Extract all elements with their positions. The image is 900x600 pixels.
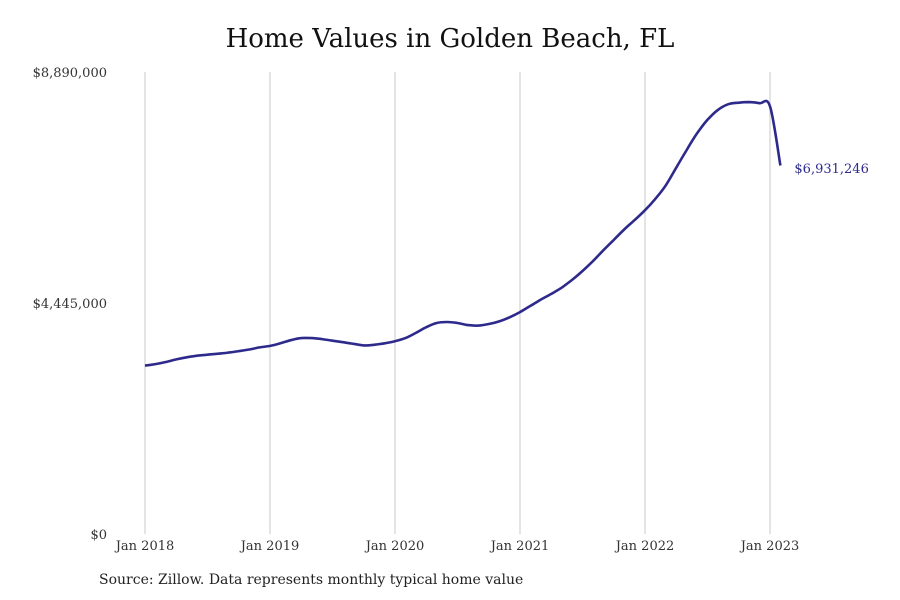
data-point	[301, 337, 303, 339]
data-point	[436, 322, 438, 324]
y-axis-labels: $0 $4,445,000 $8,890,000	[33, 66, 107, 543]
x-axis-labels: Jan 2018 Jan 2019 Jan 2020 Jan 2021 Jan 2022…	[114, 539, 800, 554]
data-point	[353, 343, 355, 345]
x-tick-label: Jan 2020	[364, 539, 425, 554]
data-point	[519, 311, 521, 313]
y-tick-label: $4,445,000	[33, 297, 107, 312]
data-point	[415, 332, 417, 334]
data-point	[644, 209, 646, 211]
data-point	[269, 345, 271, 347]
data-point	[707, 119, 709, 121]
data-point	[290, 339, 292, 341]
data-point	[686, 149, 688, 151]
value-labels: $6,931,246	[794, 162, 868, 177]
chart-title: Home Values in Golden Beach, FL	[225, 24, 675, 54]
data-point	[384, 343, 386, 345]
data-point	[248, 349, 250, 351]
x-tick-label: Jan 2018	[114, 539, 175, 554]
data-point	[603, 250, 605, 252]
data-point	[342, 341, 344, 343]
data-point	[217, 353, 219, 355]
data-point	[738, 102, 740, 104]
data-point	[780, 165, 782, 167]
data-point	[696, 133, 698, 135]
data-point	[582, 270, 584, 272]
y-tick-label: $0	[90, 528, 107, 543]
data-point	[311, 337, 313, 339]
data-point	[665, 185, 667, 187]
data-point	[717, 109, 719, 111]
data-point	[259, 347, 261, 349]
y-tick-label: $8,890,000	[33, 66, 107, 81]
data-point	[498, 321, 500, 323]
x-tick-label: Jan 2019	[239, 539, 300, 554]
data-point	[446, 321, 448, 323]
data-point	[186, 357, 188, 359]
data-point	[509, 317, 511, 319]
data-point	[321, 338, 323, 340]
data-point	[144, 365, 146, 367]
x-tick-label: Jan 2022	[614, 539, 675, 554]
x-tick-label: Jan 2021	[489, 539, 550, 554]
x-tick-label: Jan 2023	[739, 539, 800, 554]
data-point	[467, 324, 469, 326]
data-point	[592, 260, 594, 262]
data-point	[228, 352, 230, 354]
data-point	[405, 337, 407, 339]
data-point	[759, 102, 761, 104]
data-point	[728, 103, 730, 105]
data-point	[238, 350, 240, 352]
data-point	[165, 361, 167, 363]
data-point	[530, 305, 532, 307]
data-point	[561, 287, 563, 289]
data-point	[332, 340, 334, 342]
data-point	[540, 299, 542, 301]
series-line	[144, 99, 782, 367]
data-point	[426, 326, 428, 328]
last-value-label: $6,931,246	[794, 162, 868, 177]
data-point	[280, 343, 282, 345]
data-point	[176, 359, 178, 361]
data-point	[613, 239, 615, 241]
series-layer	[144, 99, 782, 367]
source-note: Source: Zillow. Data represents monthly …	[99, 572, 524, 588]
data-point	[363, 345, 365, 347]
data-point	[623, 229, 625, 231]
data-point	[373, 344, 375, 346]
data-point	[478, 325, 480, 327]
data-point	[207, 354, 209, 356]
data-point	[394, 340, 396, 342]
data-point	[676, 167, 678, 169]
data-point	[634, 219, 636, 221]
data-point	[155, 363, 157, 365]
data-point	[488, 323, 490, 325]
data-point	[769, 106, 771, 108]
data-point	[457, 322, 459, 324]
data-point	[196, 355, 198, 357]
data-point	[551, 293, 553, 295]
data-point	[748, 101, 750, 103]
data-point	[655, 198, 657, 200]
gridlines	[144, 72, 771, 534]
data-point	[571, 279, 573, 281]
